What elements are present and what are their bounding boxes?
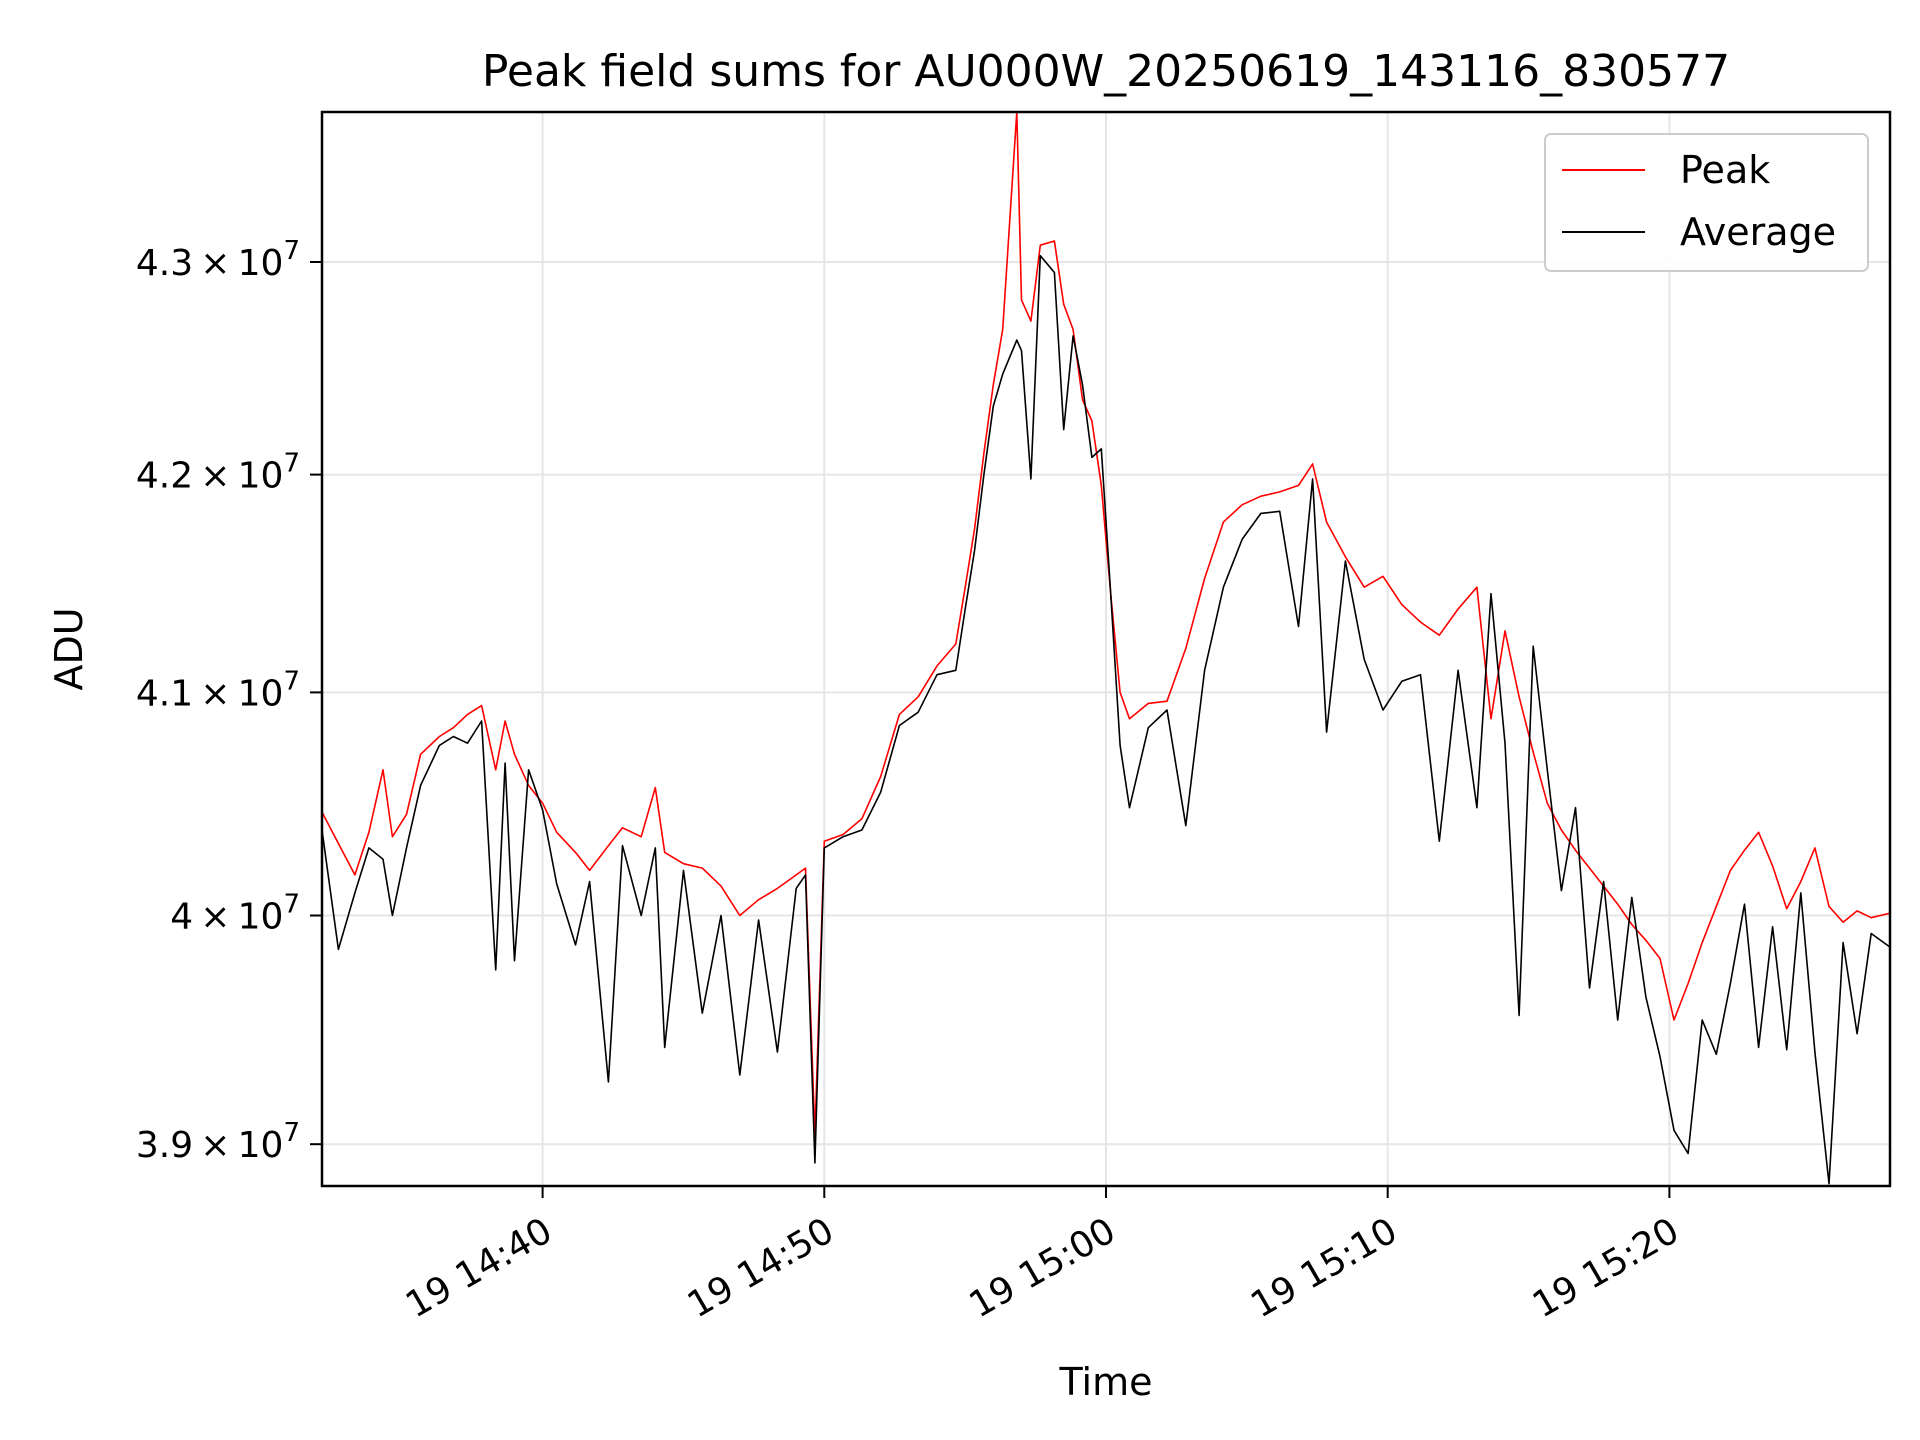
y-tick-label-3-9: 3.9 × 107 <box>136 1118 300 1166</box>
y-axis: 3.9 × 107 4 × 107 4.1 × 107 4.2 × 107 4.3 × … <box>136 236 322 1166</box>
x-axis-label: Time <box>1059 1360 1153 1404</box>
legend-label-average: Average <box>1680 210 1836 254</box>
y-tick-label-4-1: 4.1 × 107 <box>136 666 300 714</box>
series-line-peak <box>322 112 1890 1136</box>
y-tick-label-4-2: 4.2 × 107 <box>136 449 300 497</box>
y-axis-label: ADU <box>47 607 91 690</box>
y-tick-label-4: 4 × 107 <box>170 890 300 938</box>
y-tick-label-4-3: 4.3 × 107 <box>136 236 300 284</box>
chart-title: Peak field sums for AU000W_20250619_1431… <box>482 46 1730 97</box>
series-layer <box>322 112 1890 1185</box>
series-line-average <box>322 254 1890 1185</box>
legend-label-peak: Peak <box>1680 148 1770 192</box>
legend: Peak Average <box>1544 133 1869 272</box>
legend-box <box>1544 133 1869 272</box>
